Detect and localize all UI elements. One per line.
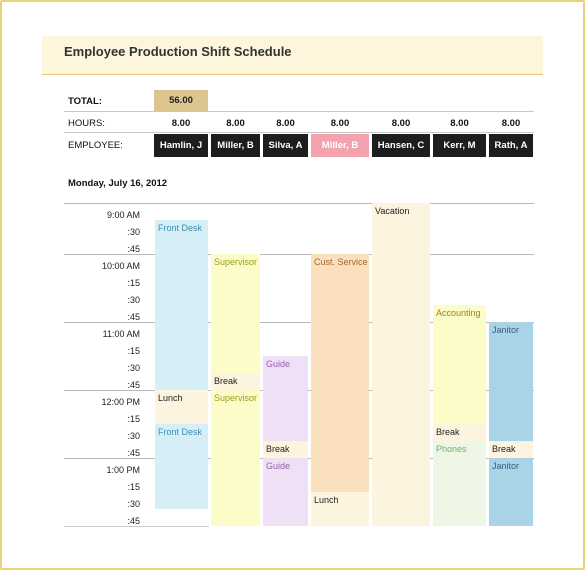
employee-hamlin[interactable]: Hamlin, J [154, 134, 208, 157]
time-label: 12:00 PM [101, 397, 140, 407]
shift-break[interactable]: Break [211, 373, 260, 390]
total-value: 56.00 [154, 90, 208, 111]
time-label: 10:00 AM [101, 261, 140, 271]
time-label: :30 [127, 227, 140, 237]
hours-miller-1: 8.00 [226, 117, 245, 129]
shift-guide[interactable]: Guide [263, 356, 308, 441]
time-label: :30 [127, 431, 140, 441]
time-label: :30 [127, 295, 140, 305]
hours-kerr: 8.00 [450, 117, 469, 129]
employee-miller-1[interactable]: Miller, B [211, 134, 260, 157]
hours-rath: 8.00 [501, 117, 521, 129]
page-title: Employee Production Shift Schedule [64, 44, 292, 59]
time-label: :45 [127, 312, 140, 322]
hours-hansen: 8.00 [391, 117, 411, 129]
time-label: 9:00 AM [106, 210, 140, 220]
shift-phones[interactable]: Phones [433, 441, 486, 526]
time-label: :15 [127, 414, 140, 424]
time-label: :30 [127, 499, 140, 509]
shift-supervisor[interactable]: Supervisor [211, 254, 260, 373]
shift-front-desk[interactable]: Front Desk [155, 220, 208, 390]
shift-guide[interactable]: Guide [263, 458, 308, 526]
time-label: :30 [127, 363, 140, 373]
shift-break[interactable]: Break [489, 441, 533, 458]
employee-rath[interactable]: Rath, A [489, 134, 533, 157]
schedule-date: Monday, July 16, 2012 [68, 178, 168, 189]
hours-hamlin: 8.00 [171, 117, 191, 129]
shift-lunch[interactable]: Lunch [155, 390, 208, 424]
employee-miller-2[interactable]: Miller, B [311, 134, 369, 157]
hours-silva: 8.00 [276, 117, 295, 129]
time-label: :15 [127, 278, 140, 288]
employee-hansen[interactable]: Hansen, C [372, 134, 430, 157]
shift-janitor[interactable]: Janitor [489, 322, 533, 441]
title-band [42, 36, 543, 75]
employee-label: EMPLOYEE: [68, 140, 123, 151]
total-label: TOTAL: [68, 96, 102, 107]
shift-cust-service[interactable]: Cust. Service [311, 254, 369, 492]
shift-break[interactable]: Break [263, 441, 308, 458]
hours-label: HOURS: [68, 118, 105, 129]
time-label: :45 [127, 380, 140, 390]
shift-front-desk[interactable]: Front Desk [155, 424, 208, 509]
shift-vacation[interactable]: Vacation [372, 203, 430, 526]
time-label: :15 [127, 482, 140, 492]
divider [64, 111, 534, 112]
hours-miller-2: 8.00 [330, 117, 350, 129]
employee-kerr[interactable]: Kerr, M [433, 134, 486, 157]
shift-accounting[interactable]: Accounting [433, 305, 486, 424]
time-label: 11:00 AM [102, 329, 140, 339]
time-label: 1:00 PM [106, 465, 140, 475]
employee-silva[interactable]: Silva, A [263, 134, 308, 157]
shift-break[interactable]: Break [433, 424, 486, 441]
shift-lunch[interactable]: Lunch [311, 492, 369, 526]
time-label: :45 [127, 244, 140, 254]
divider [64, 132, 534, 133]
time-label: :45 [127, 516, 140, 526]
time-label: :15 [127, 346, 140, 356]
shift-janitor[interactable]: Janitor [489, 458, 533, 526]
time-label: :45 [127, 448, 140, 458]
shift-supervisor[interactable]: Supervisor [211, 390, 260, 526]
